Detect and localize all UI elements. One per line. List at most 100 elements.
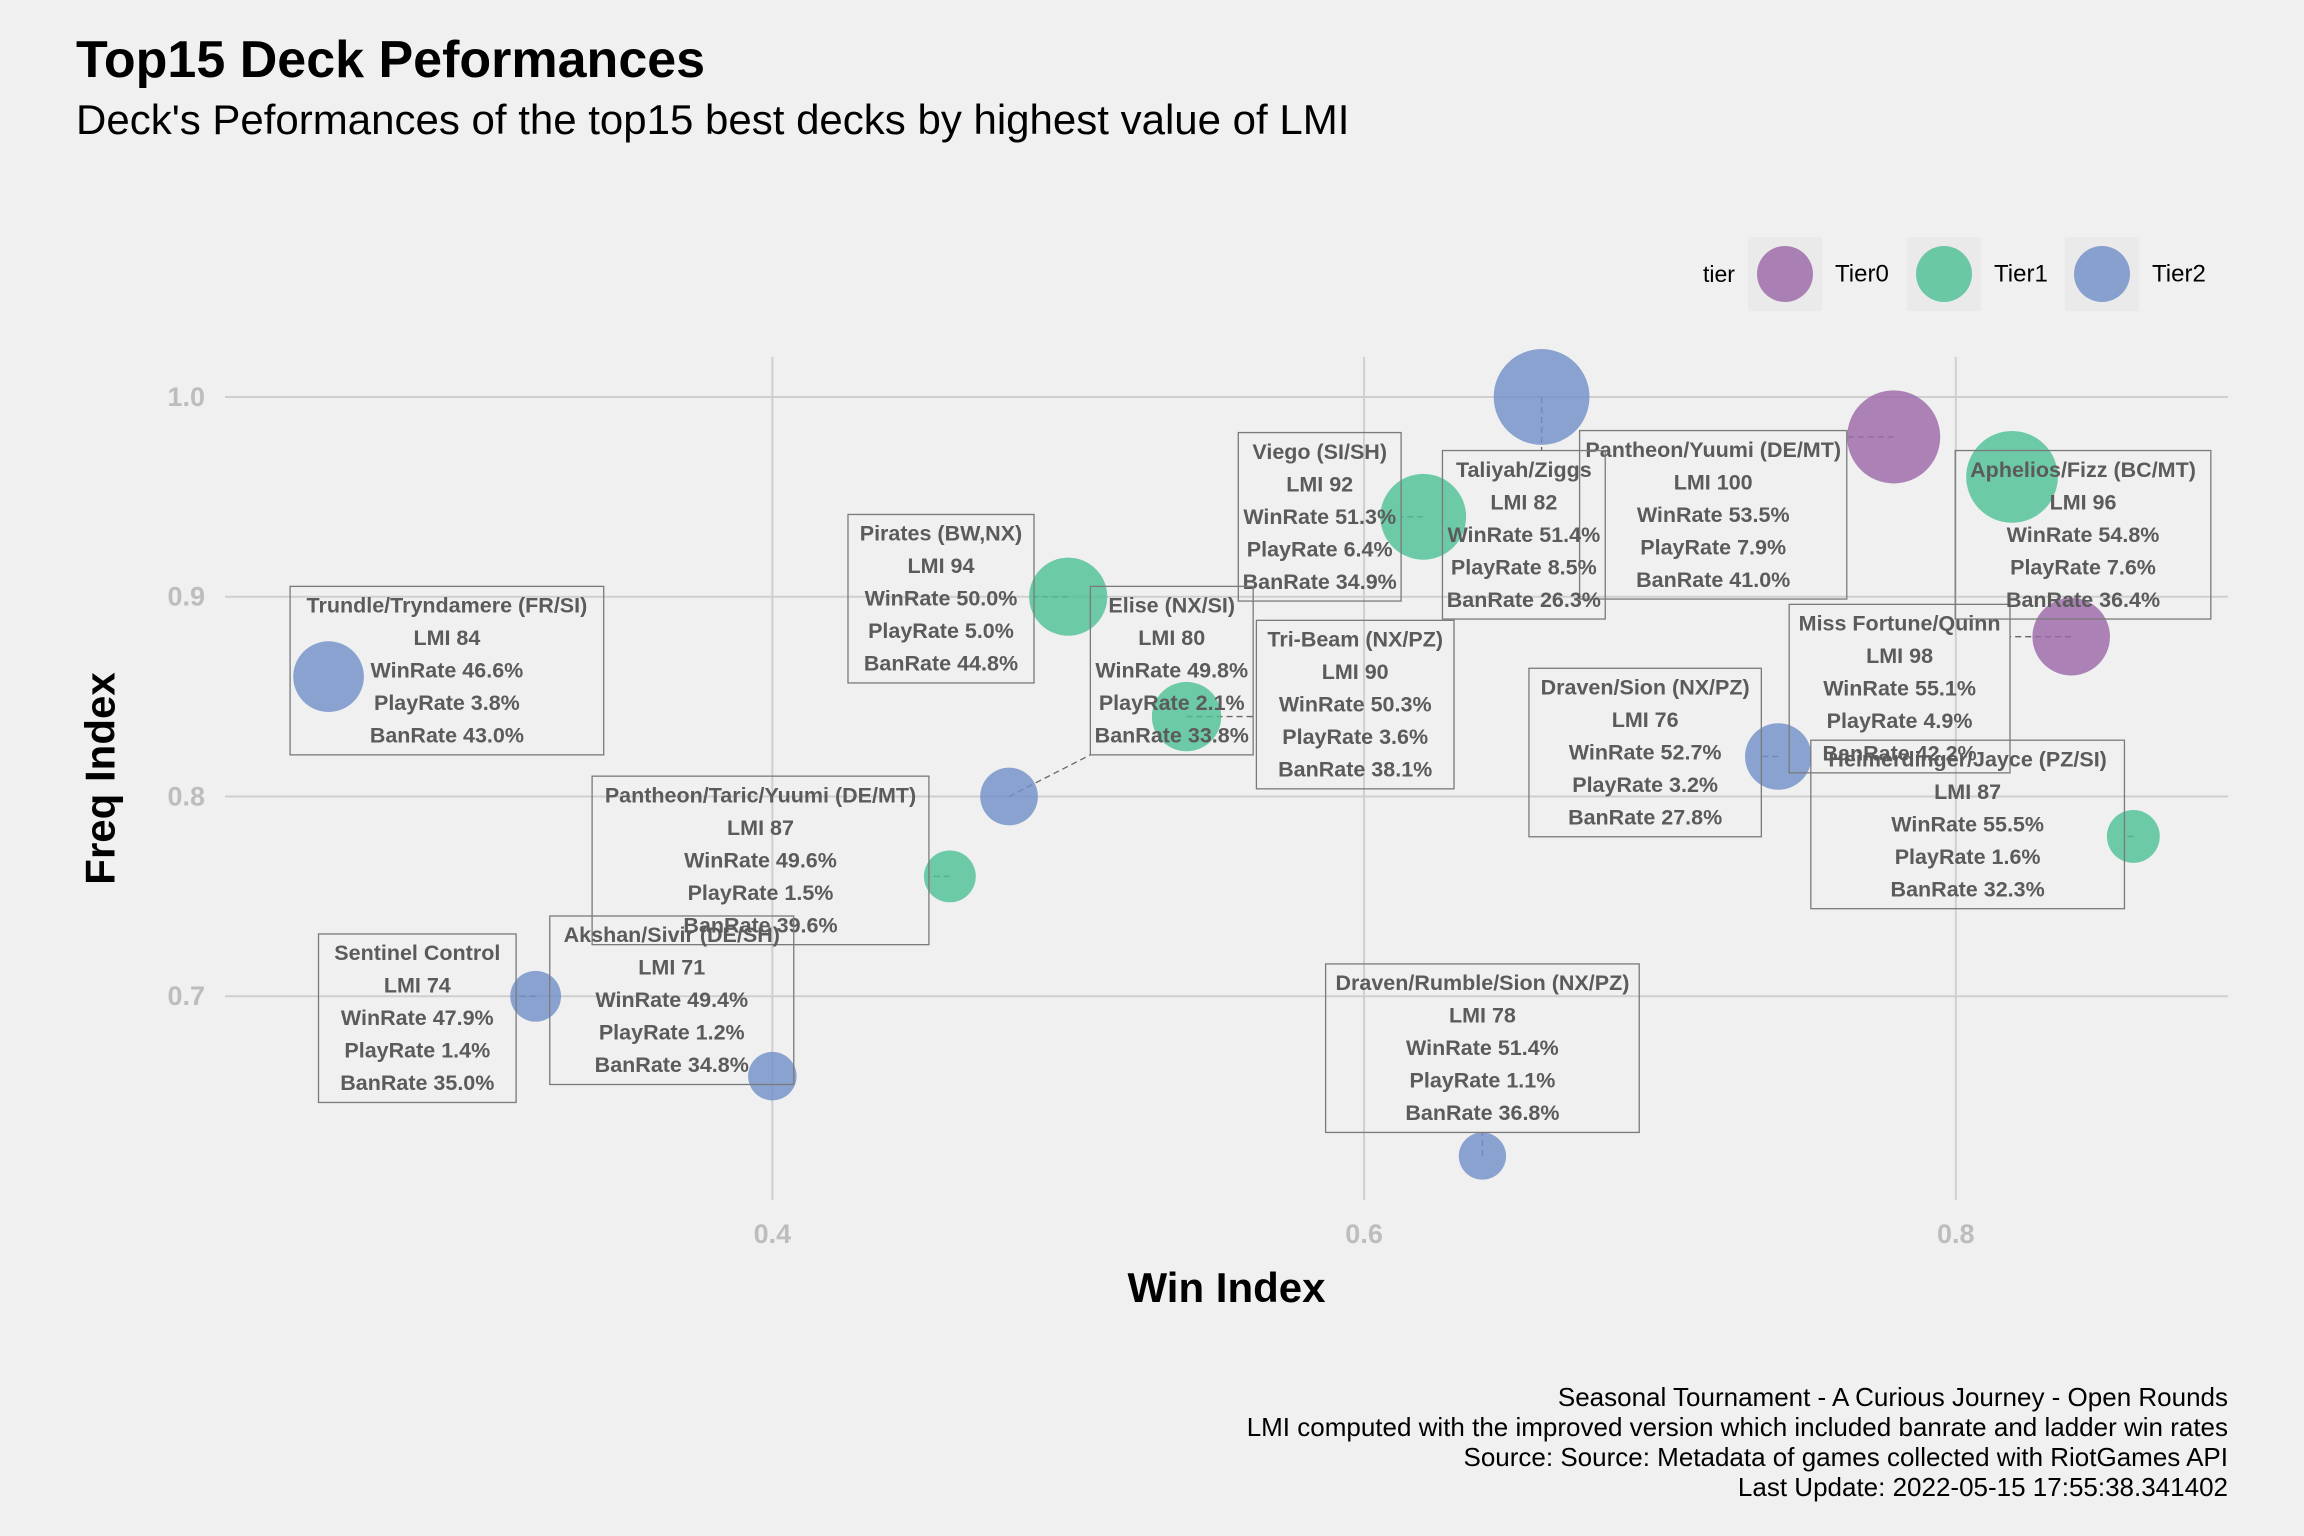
data-label: Taliyah/Ziggs [1456,458,1592,482]
grid-lines [225,357,2228,1200]
data-point [2106,809,2160,863]
x-tick-label: 0.6 [1345,1219,1383,1249]
data-label: WinRate 49.8% [1095,659,1248,683]
data-label: Elise (NX/SI) [1108,594,1235,618]
data-label: WinRate 55.1% [1823,677,1976,701]
data-label: LMI 94 [908,554,975,578]
data-label: LMI 87 [1934,780,2001,804]
data-label: LMI 76 [1612,708,1679,732]
data-label: PlayRate 4.9% [1827,709,1973,733]
y-tick-label: 0.7 [167,981,205,1011]
legend-label: Tier1 [1994,261,2048,288]
axes: 0.4 0.6 0.8 0.7 0.8 0.9 1.0 Win Index Freq Index [77,382,1975,1311]
data-label: BanRate 32.3% [1891,877,2045,901]
data-label: BanRate 42.2% [1823,742,1977,766]
data-label: Viego (SI/SH) [1252,440,1387,464]
data-label: WinRate 49.4% [595,988,748,1012]
y-axis-title: Freq Index [77,672,124,885]
data-label: LMI 84 [413,626,480,650]
chart-subtitle: Deck's Peformances of the top15 best dec… [76,96,1350,143]
data-label: PlayRate 1.5% [688,881,834,905]
data-point [1493,349,1590,445]
y-tick-label: 0.8 [167,781,205,811]
data-label: LMI 87 [727,816,794,840]
data-label: Heimerdinger/Jayce (PZ/SI) [1828,747,2106,771]
data-label: Akshan/Sivir (DE/SH) [564,923,780,947]
y-tick-label: 0.9 [167,582,205,612]
data-label: WinRate 51.4% [1447,523,1600,547]
x-axis-title: Win Index [1128,1264,1327,1311]
data-label: BanRate 44.8% [864,652,1018,676]
data-point [1745,723,1812,790]
label-box [1810,739,2126,910]
data-label: PlayRate 3.8% [374,691,520,715]
legend-label: Tier0 [1835,261,1889,288]
data-label: Tri-Beam (NX/PZ) [1267,628,1443,652]
caption-line: LMI computed with the improved version w… [1246,1412,2228,1442]
data-label: WinRate 47.9% [341,1006,494,1030]
data-label: Trundle/Tryndamere (FR/SI) [307,594,588,618]
data-label: PlayRate 6.4% [1247,537,1393,561]
label-box [1237,431,1402,602]
data-label: WinRate 52.7% [1569,741,1722,765]
data-label: WinRate 50.0% [865,587,1018,611]
data-label: LMI 78 [1449,1004,1516,1028]
chart-caption: Seasonal Tournament - A Curious Journey … [1247,1382,2228,1502]
data-label: BanRate 35.0% [340,1071,494,1095]
data-label: LMI 74 [384,974,451,998]
data-label: Draven/Rumble/Sion (NX/PZ) [1335,971,1629,995]
data-label: PlayRate 1.4% [344,1039,490,1063]
data-label: WinRate 49.6% [684,848,837,872]
data-label: LMI 96 [2050,490,2117,514]
data-label: Miss Fortune/Quinn [1799,612,2001,636]
data-label: BanRate 34.9% [1243,570,1397,594]
data-point [510,970,562,1022]
data-label: BanRate 36.8% [1405,1101,1559,1125]
data-label: BanRate 26.3% [1447,588,1601,612]
caption-line: Seasonal Tournament - A Curious Journey … [1557,1382,2228,1412]
label-box [1255,619,1455,790]
legend-title: tier [1703,261,1735,287]
label-box [1441,449,1606,620]
data-label: PlayRate 1.1% [1410,1069,1556,1093]
data-points [293,349,2160,1180]
data-label: Aphelios/Fizz (BC/MT) [1970,458,2196,482]
data-label: Pantheon/Taric/Yuumi (DE/MT) [605,783,916,807]
data-label: BanRate 27.8% [1568,806,1722,830]
data-point [1029,557,1108,636]
data-label: PlayRate 8.5% [1451,555,1597,579]
data-label: WinRate 54.8% [2007,523,2160,547]
data-label: PlayRate 1.2% [599,1021,745,1045]
label-box [549,915,795,1086]
data-label: WinRate 46.6% [371,659,524,683]
x-tick-label: 0.4 [754,1219,792,1249]
legend-key-tier1 [1916,246,1972,302]
data-label: PlayRate 7.9% [1640,535,1786,559]
label-box [1528,667,1762,838]
data-label: LMI 98 [1866,644,1933,668]
data-label: Pantheon/Yuumi (DE/MT) [1585,438,1841,462]
data-label: LMI 90 [1322,660,1389,684]
data-label: BanRate 38.1% [1278,758,1432,782]
data-point [980,767,1038,826]
data-point [1151,681,1222,752]
chart-title: Top15 Deck Peformances [76,31,706,89]
legend-key-tier2 [2074,246,2130,302]
data-label: LMI 100 [1674,470,1753,494]
legend-key-tier0 [1757,246,1813,302]
data-point [1380,473,1467,560]
data-point [1458,1132,1507,1180]
data-label: LMI 92 [1286,472,1353,496]
data-label: PlayRate 2.1% [1099,691,1245,715]
label-box [317,933,517,1104]
data-label: PlayRate 3.6% [1282,725,1428,749]
label-box [1324,963,1640,1134]
label-box [289,585,605,756]
data-point [923,850,976,903]
data-label: BanRate 36.4% [2006,588,2160,612]
data-label: WinRate 51.3% [1243,505,1396,529]
data-label: BanRate 39.6% [683,913,837,937]
data-label: Sentinel Control [334,941,500,965]
label-box [1954,449,2212,620]
